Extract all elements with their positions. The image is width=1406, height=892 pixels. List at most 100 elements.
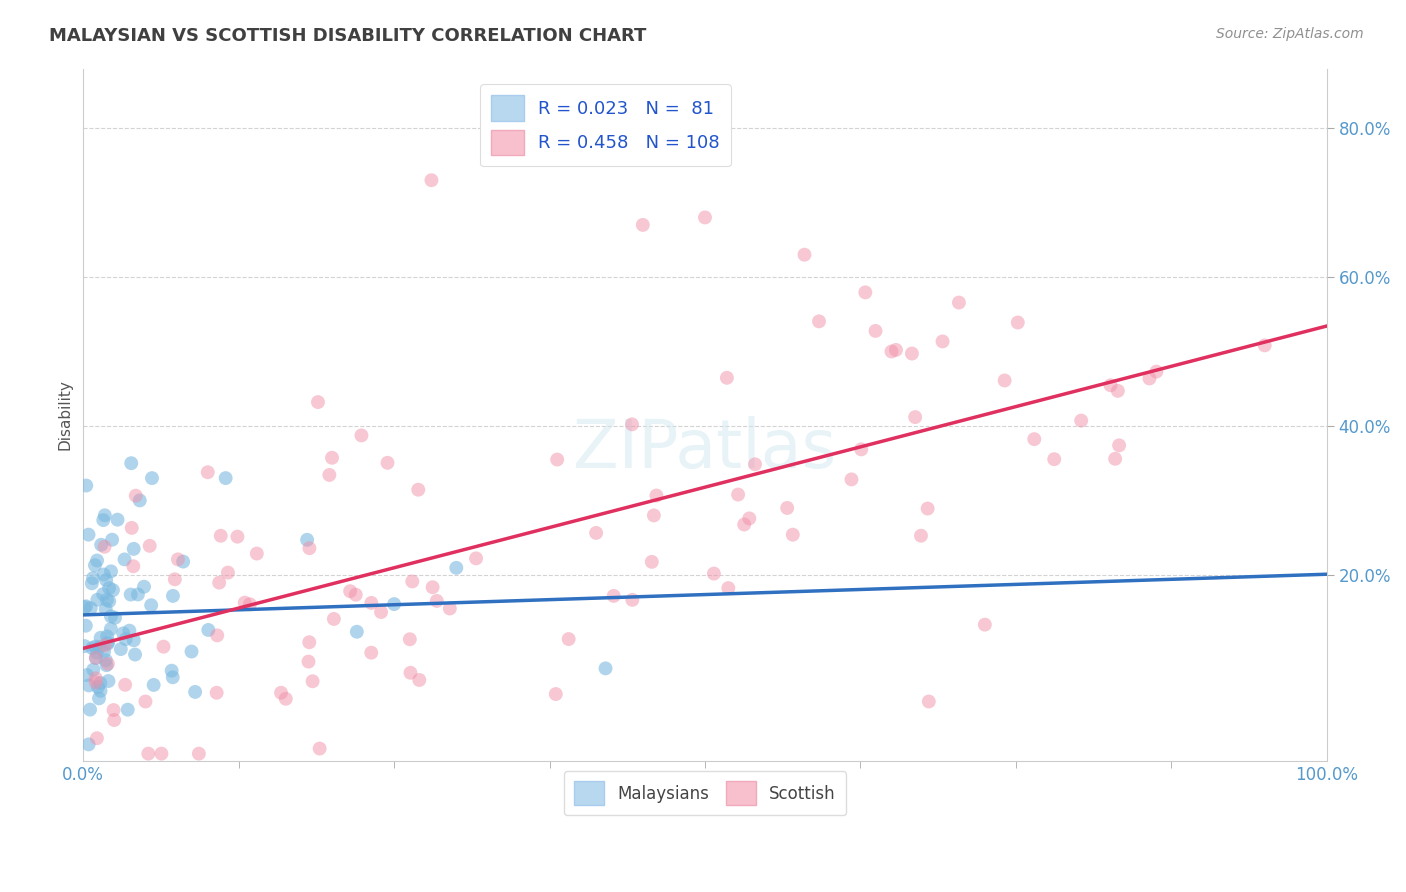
Point: [808, 314, 831, 328]
Point: [162, 589, 184, 603]
Point: [84, 558, 107, 573]
Point: [82, 641, 104, 656]
Point: [98, 594, 121, 608]
Point: [96, 637, 118, 651]
Point: [717, 581, 740, 595]
Point: [89, 676, 111, 690]
Point: [98, 581, 121, 595]
Point: [1099, 378, 1122, 392]
Point: [75, 618, 97, 632]
Point: [557, 632, 579, 646]
Point: [776, 500, 799, 515]
Point: [90, 538, 112, 552]
Legend: Malaysians, Scottish: Malaysians, Scottish: [564, 772, 846, 815]
Point: [298, 635, 321, 649]
Point: [77, 527, 100, 541]
Point: [160, 664, 183, 678]
Point: [585, 525, 607, 540]
Point: [197, 623, 219, 637]
Point: [207, 628, 229, 642]
Text: MALAYSIAN VS SCOTTISH DISABILITY CORRELATION CHART: MALAYSIAN VS SCOTTISH DISABILITY CORRELA…: [49, 27, 647, 45]
Point: [187, 747, 209, 761]
Point: [93, 644, 115, 658]
Point: [90, 631, 112, 645]
Point: [904, 410, 927, 425]
Point: [246, 547, 269, 561]
Point: [446, 561, 468, 575]
Point: [107, 513, 129, 527]
Point: [84, 651, 107, 665]
Point: [1070, 414, 1092, 428]
Point: [172, 555, 194, 569]
Point: [217, 566, 239, 580]
Point: [931, 334, 953, 349]
Point: [399, 665, 422, 680]
Point: [422, 580, 444, 594]
Point: [793, 248, 815, 262]
Point: [100, 609, 122, 624]
Point: [104, 610, 127, 624]
Point: [703, 566, 725, 581]
Point: [120, 588, 142, 602]
Point: [377, 456, 399, 470]
Point: [621, 592, 644, 607]
Point: [716, 371, 738, 385]
Point: [643, 508, 665, 523]
Point: [79, 703, 101, 717]
Point: [295, 533, 318, 547]
Point: [136, 747, 159, 761]
Point: [97, 673, 120, 688]
Point: [122, 541, 145, 556]
Point: [82, 663, 104, 677]
Point: [321, 450, 343, 465]
Point: [162, 670, 184, 684]
Point: [595, 661, 617, 675]
Point: [84, 671, 107, 685]
Text: Source: ZipAtlas.com: Source: ZipAtlas.com: [1216, 27, 1364, 41]
Point: [360, 646, 382, 660]
Point: [910, 529, 932, 543]
Point: [97, 635, 120, 649]
Point: [94, 602, 117, 616]
Point: [602, 589, 624, 603]
Point: [128, 493, 150, 508]
Point: [339, 584, 361, 599]
Point: [1024, 432, 1046, 446]
Point: [93, 567, 115, 582]
Point: [121, 521, 143, 535]
Point: [948, 295, 970, 310]
Point: [86, 553, 108, 567]
Point: [408, 673, 430, 687]
Point: [1043, 452, 1066, 467]
Point: [1107, 384, 1129, 398]
Point: [270, 686, 292, 700]
Point: [114, 632, 136, 647]
Point: [398, 632, 420, 647]
Point: [645, 489, 668, 503]
Point: [322, 612, 344, 626]
Point: [738, 511, 761, 525]
Point: [103, 713, 125, 727]
Point: [180, 644, 202, 658]
Point: [110, 642, 132, 657]
Point: [97, 657, 120, 671]
Point: [80, 576, 103, 591]
Point: [621, 417, 644, 432]
Point: [546, 452, 568, 467]
Point: [122, 559, 145, 574]
Point: [96, 573, 118, 587]
Point: [73, 600, 96, 615]
Point: [152, 640, 174, 654]
Point: [1144, 365, 1167, 379]
Point: [1254, 338, 1277, 352]
Point: [75, 478, 97, 492]
Point: [100, 565, 122, 579]
Point: [901, 346, 924, 360]
Point: [103, 703, 125, 717]
Point: [122, 633, 145, 648]
Point: [782, 527, 804, 541]
Point: [86, 592, 108, 607]
Point: [96, 629, 118, 643]
Point: [91, 513, 114, 527]
Point: [727, 487, 749, 501]
